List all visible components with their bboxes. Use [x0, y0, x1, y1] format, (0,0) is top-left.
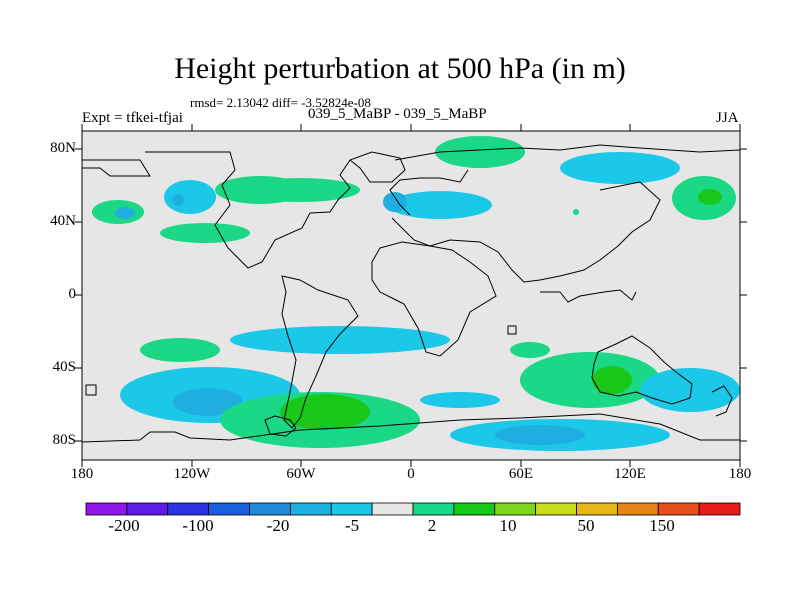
x-tick-label: 0: [407, 466, 415, 482]
coastline-segment: [394, 144, 740, 161]
y-tick-label: 80N: [50, 140, 76, 156]
axis-ticks: [75, 124, 747, 467]
height-perturbation-field: [82, 131, 740, 460]
colorbar-label: 2: [427, 516, 437, 535]
colorbar-box: [249, 502, 291, 516]
contour-region: [592, 366, 632, 394]
y-tick-label: 0: [68, 286, 77, 302]
contour-region: [510, 342, 550, 358]
x-tick-label: 60E: [508, 466, 534, 482]
contour-region: [173, 388, 243, 416]
contour-region: [164, 180, 216, 214]
colorbar-box: [208, 502, 250, 516]
x-tick-label: 180: [70, 466, 94, 482]
colorbar-label: -5: [344, 516, 360, 535]
colorbar-box: [126, 502, 169, 516]
contour-region: [640, 368, 740, 412]
contour-region: [172, 194, 184, 206]
map-title: Height perturbation at 500 hPa (in m): [174, 52, 626, 85]
contour-region: [560, 152, 680, 184]
colorbar-label: -100: [182, 516, 214, 535]
contour-region: [383, 192, 407, 212]
case-label: 039_5_MaBP - 039_5_MaBP: [308, 106, 487, 122]
contour-region: [215, 176, 305, 204]
contour-region: [280, 394, 370, 430]
y-tick-label: 80S: [52, 432, 76, 448]
colorbar-label: -200: [108, 516, 140, 535]
colorbar-label: 150: [649, 516, 675, 535]
coastline-segment: [82, 159, 151, 177]
coastline-segment: [264, 415, 297, 437]
colorbar-label: -20: [266, 516, 290, 535]
colorbar: [85, 502, 741, 516]
colorbar-box: [289, 502, 332, 516]
coastline-segment: [540, 289, 637, 303]
colorbar-box: [371, 502, 414, 516]
coastline-segment: [507, 325, 517, 335]
experiment-label: Expt = tfkei-tfjai: [82, 110, 183, 126]
contour-region: [495, 425, 585, 445]
contour-region: [698, 189, 722, 205]
contour-region: [420, 392, 500, 408]
coastline-segment: [281, 275, 359, 429]
colorbar-box: [330, 502, 373, 516]
colorbar-box: [616, 502, 659, 516]
y-tick-label: 40N: [50, 213, 76, 229]
x-tick-label: 120W: [173, 466, 211, 482]
colorbar-box: [85, 502, 128, 516]
contour-region: [140, 338, 220, 362]
colorbar-box: [494, 502, 537, 516]
y-tick-label: 40S: [52, 359, 76, 375]
coastline-segment: [711, 385, 733, 417]
season-label: JJA: [716, 110, 739, 126]
colorbar-label: 50: [577, 516, 595, 535]
coastline-segment: [82, 413, 740, 443]
contour-region: [160, 223, 250, 243]
colorbar-box: [535, 502, 577, 516]
colorbar-box: [453, 502, 496, 516]
coastline-segment: [591, 335, 693, 405]
contour-region: [230, 326, 450, 354]
contour-region: [520, 352, 660, 408]
contour-region: [115, 207, 135, 219]
x-tick-label: 180: [728, 466, 752, 482]
contour-region: [435, 136, 525, 168]
x-tick-label: 120E: [614, 466, 646, 482]
colorbar-box: [412, 502, 455, 516]
coastline-segment: [389, 169, 469, 216]
coastline-segment: [85, 384, 97, 396]
coastline-segment: [371, 241, 497, 357]
colorbar-box: [698, 502, 741, 516]
contour-region: [388, 191, 492, 219]
coastline-segment: [145, 151, 406, 269]
colorbar-box: [657, 502, 700, 516]
contour-region: [573, 209, 579, 215]
colorbar-box: [167, 502, 210, 516]
stats-line: rmsd= 2.13042 diff= -3.52824e-08: [190, 95, 371, 110]
x-tick-label: 60W: [286, 466, 316, 482]
coastlines: [82, 144, 740, 443]
colorbar-label: 10: [499, 516, 517, 535]
colorbar-box: [576, 502, 618, 516]
